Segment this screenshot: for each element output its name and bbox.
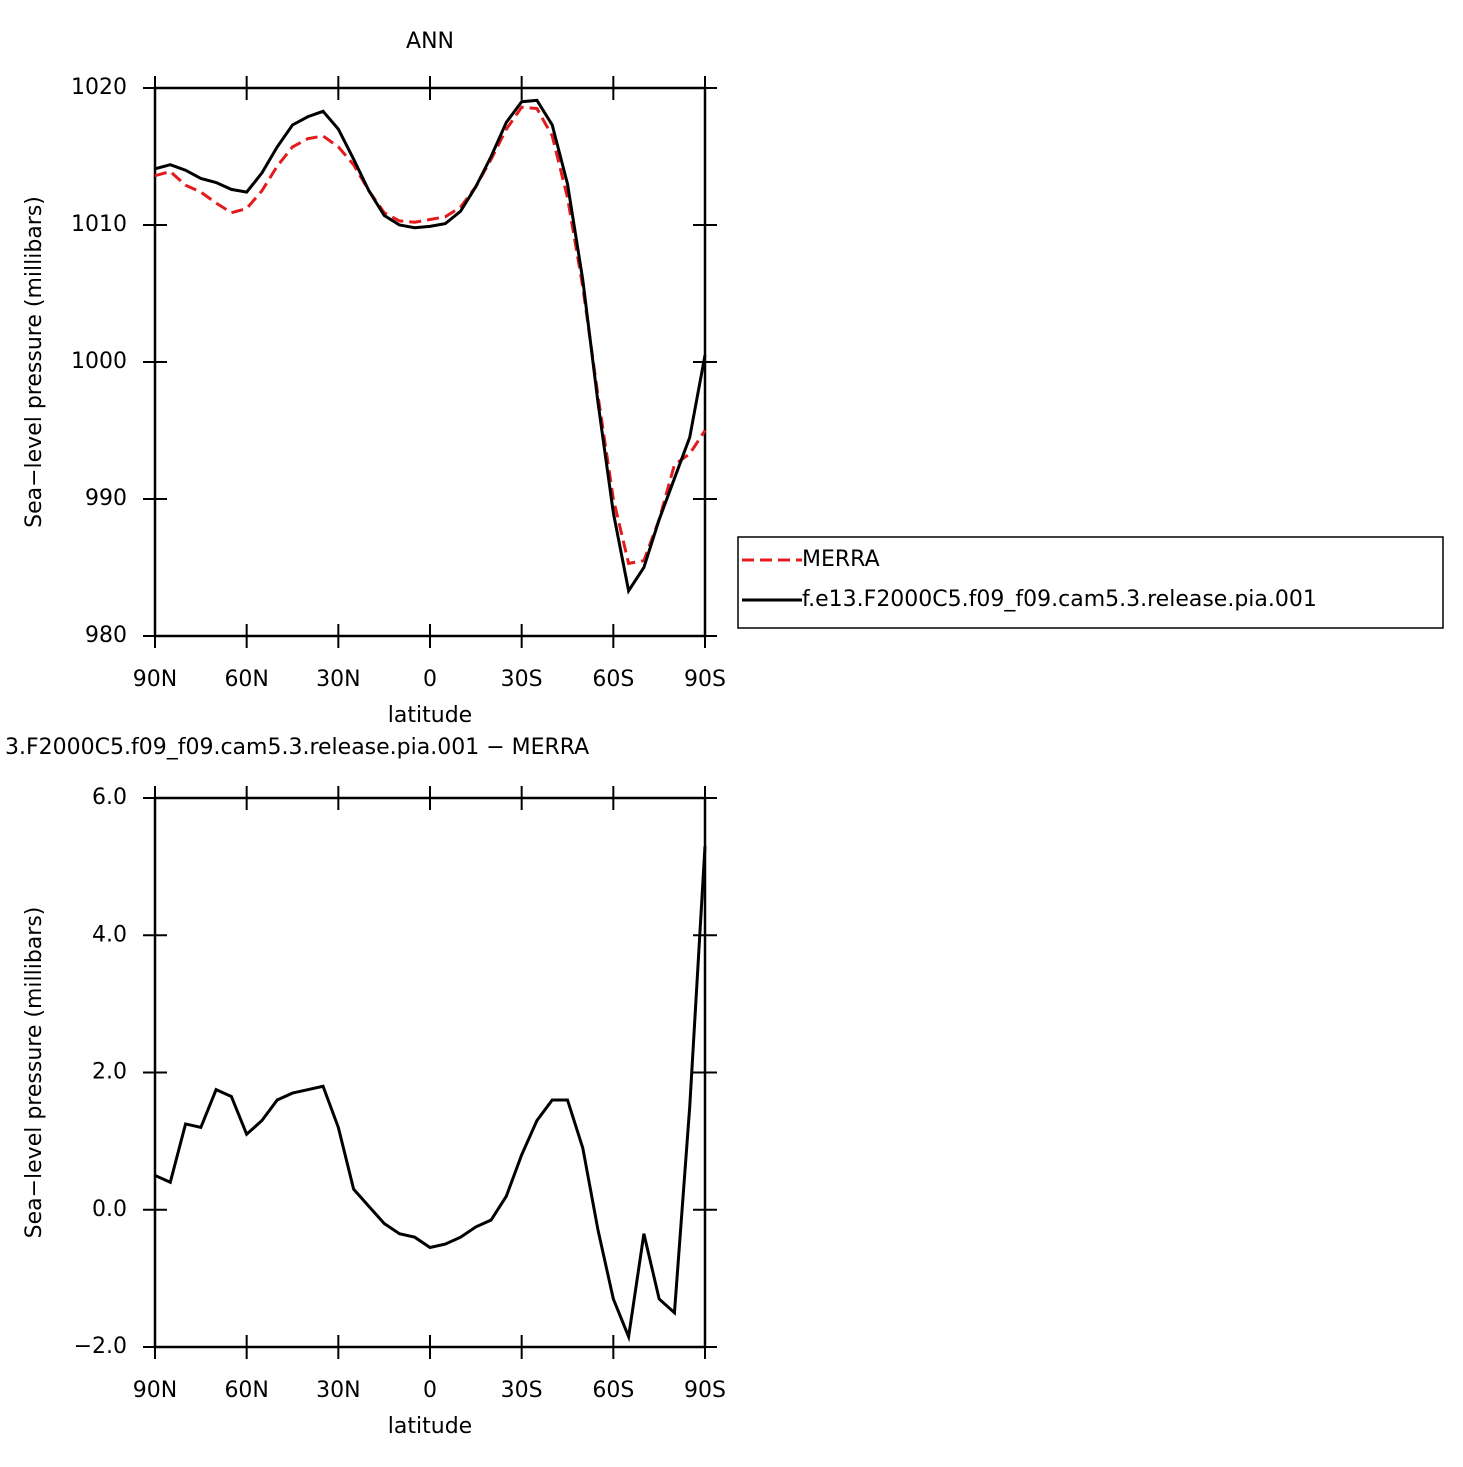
x-tick-label: 30N xyxy=(316,667,360,692)
y-tick-label: 4.0 xyxy=(92,922,127,947)
data-line xyxy=(154,105,707,566)
x-tick-label: 90N xyxy=(133,667,177,692)
y-tick-label: 1010 xyxy=(71,212,127,237)
x-tick-label: 30N xyxy=(316,1378,360,1403)
plot-frame xyxy=(153,796,707,1349)
data-line xyxy=(154,845,707,1343)
x-tick-label: 90N xyxy=(133,1378,177,1403)
x-tick-label: 90S xyxy=(684,667,726,692)
y-tick-label: −2.0 xyxy=(74,1334,127,1359)
y-axis-label: Sea−level pressure (millibars) xyxy=(22,196,47,528)
y-tick-label: 1000 xyxy=(71,349,127,374)
chart-title: ANN xyxy=(406,29,454,54)
legend-box xyxy=(737,536,1444,629)
legend-label: f.e13.F2000C5.f09_f09.cam5.3.release.pia… xyxy=(802,587,1317,612)
y-tick-label: 1020 xyxy=(71,75,127,100)
x-tick-label: 0 xyxy=(423,1378,437,1403)
x-tick-label: 60S xyxy=(592,1378,634,1403)
x-tick-label: 60N xyxy=(224,667,268,692)
x-axis-label: latitude xyxy=(388,1414,472,1439)
legend-label: MERRA xyxy=(802,547,880,572)
x-tick-label: 30S xyxy=(501,667,543,692)
y-tick-label: 2.0 xyxy=(92,1060,127,1085)
x-tick-label: 60N xyxy=(224,1378,268,1403)
y-axis-label: Sea−level pressure (millibars) xyxy=(22,907,47,1239)
chart-title: 3.F2000C5.f09_f09.cam5.3.release.pia.001… xyxy=(5,735,589,760)
y-tick-label: 990 xyxy=(85,486,127,511)
x-axis-label: latitude xyxy=(388,703,472,728)
x-tick-label: 30S xyxy=(501,1378,543,1403)
y-tick-label: 0.0 xyxy=(92,1197,127,1222)
data-line xyxy=(154,98,707,595)
x-tick-label: 60S xyxy=(592,667,634,692)
x-tick-label: 90S xyxy=(684,1378,726,1403)
x-tick-label: 0 xyxy=(423,667,437,692)
y-tick-label: 6.0 xyxy=(92,785,127,810)
y-tick-label: 980 xyxy=(85,623,127,648)
